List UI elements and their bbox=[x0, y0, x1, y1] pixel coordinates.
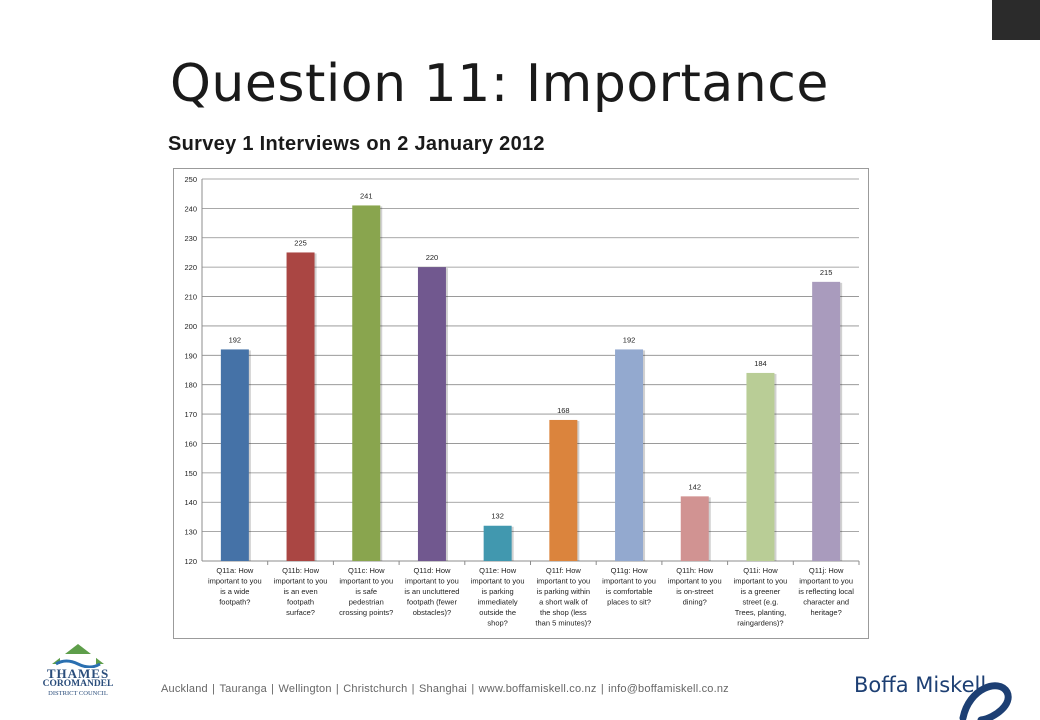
bar bbox=[483, 525, 512, 561]
y-tick-label: 180 bbox=[184, 381, 197, 390]
bar-value-label: 192 bbox=[229, 335, 242, 344]
bar bbox=[680, 496, 709, 561]
x-tick-label: Q11f: How important to you is parking with… bbox=[535, 566, 591, 628]
council-logo-mark bbox=[52, 644, 104, 669]
x-tick-label: Q11j: How important to you is reflecting l… bbox=[798, 566, 854, 617]
bar-value-label: 241 bbox=[360, 191, 373, 200]
bar bbox=[746, 372, 775, 561]
x-tick-label: Q11h: How important to you is on-street din… bbox=[668, 566, 722, 607]
x-tick-label: Q11d: How important to you is an unclutter… bbox=[404, 566, 459, 617]
footer-location-shanghai: Shanghai bbox=[418, 683, 468, 695]
bar-value-label: 192 bbox=[623, 335, 636, 344]
bar-value-label: 142 bbox=[688, 482, 701, 491]
footer-email-link[interactable]: info@boffamiskell.co.nz bbox=[608, 683, 729, 695]
y-tick-label: 140 bbox=[184, 498, 197, 507]
council-logo-line1: THAMES bbox=[46, 666, 110, 681]
bar bbox=[615, 349, 644, 561]
bar-chart: 120 130 140 150 160 170 180 190 200 210 220 230 240 2… bbox=[173, 168, 869, 639]
corner-bar bbox=[992, 0, 1040, 40]
bar-value-label: 220 bbox=[426, 253, 439, 262]
y-tick-label: 120 bbox=[184, 557, 197, 566]
footer-website-link[interactable]: www.boffamiskell.co.nz bbox=[478, 683, 597, 695]
bar-value-label: 184 bbox=[754, 359, 767, 368]
y-tick-label: 240 bbox=[184, 204, 197, 213]
bar bbox=[220, 349, 249, 561]
y-tick-label: 220 bbox=[184, 263, 197, 272]
y-tick-label: 150 bbox=[184, 469, 197, 478]
slide-title: Question 11: Importance bbox=[170, 54, 829, 114]
footer-location-auckland: Auckland bbox=[161, 683, 208, 695]
chart-canvas: 120 130 140 150 160 170 180 190 200 210 220 230 240 2… bbox=[184, 175, 860, 628]
bar bbox=[417, 267, 446, 561]
bar bbox=[549, 419, 578, 561]
x-tick-label: Q11i: How important to you is a greener str… bbox=[734, 566, 788, 628]
footer-links: Auckland | Tauranga | Wellington | Chris… bbox=[161, 683, 729, 695]
x-tick-label: Q11c: How important to you is safe pedestri… bbox=[339, 566, 393, 617]
y-tick-label: 210 bbox=[184, 293, 197, 302]
x-tick-label: Q11g: How important to you is comfortable p… bbox=[602, 566, 656, 607]
bar-value-label: 215 bbox=[820, 268, 833, 277]
council-logo-line2: COROMANDEL bbox=[42, 679, 114, 689]
bar-value-label: 168 bbox=[557, 406, 570, 415]
footer-location-tauranga: Tauranga bbox=[219, 683, 267, 695]
bar bbox=[286, 252, 315, 561]
bar-value-label: 225 bbox=[294, 238, 307, 247]
x-tick-label: Q11b: How important to you is an even footp… bbox=[274, 566, 328, 617]
footer-location-christchurch: Christchurch bbox=[343, 683, 408, 695]
slide-subtitle: Survey 1 Interviews on 2 January 2012 bbox=[168, 133, 545, 155]
y-tick-label: 200 bbox=[184, 322, 197, 331]
y-tick-label: 250 bbox=[184, 175, 197, 184]
footer-location-wellington: Wellington bbox=[278, 683, 332, 695]
y-tick-label: 230 bbox=[184, 234, 197, 243]
y-tick-label: 160 bbox=[184, 439, 197, 448]
x-tick-label: Q11e: How important to you is parking immed… bbox=[471, 566, 525, 628]
council-logo: THAMES COROMANDEL DISTRICT COUNCIL bbox=[38, 642, 118, 710]
council-logo-line3: DISTRICT COUNCIL bbox=[48, 690, 108, 697]
y-tick-label: 170 bbox=[184, 410, 197, 419]
brand-swoosh-icon bbox=[959, 682, 1012, 720]
y-tick-label: 130 bbox=[184, 528, 197, 537]
brand-logo-text: Boffa Miskell bbox=[854, 673, 987, 697]
bar bbox=[812, 281, 841, 561]
x-tick-label: Q11a: How important to you is a wide footpa… bbox=[208, 566, 262, 607]
bar bbox=[352, 205, 381, 561]
bar-value-label: 132 bbox=[491, 512, 504, 521]
y-tick-label: 190 bbox=[184, 351, 197, 360]
